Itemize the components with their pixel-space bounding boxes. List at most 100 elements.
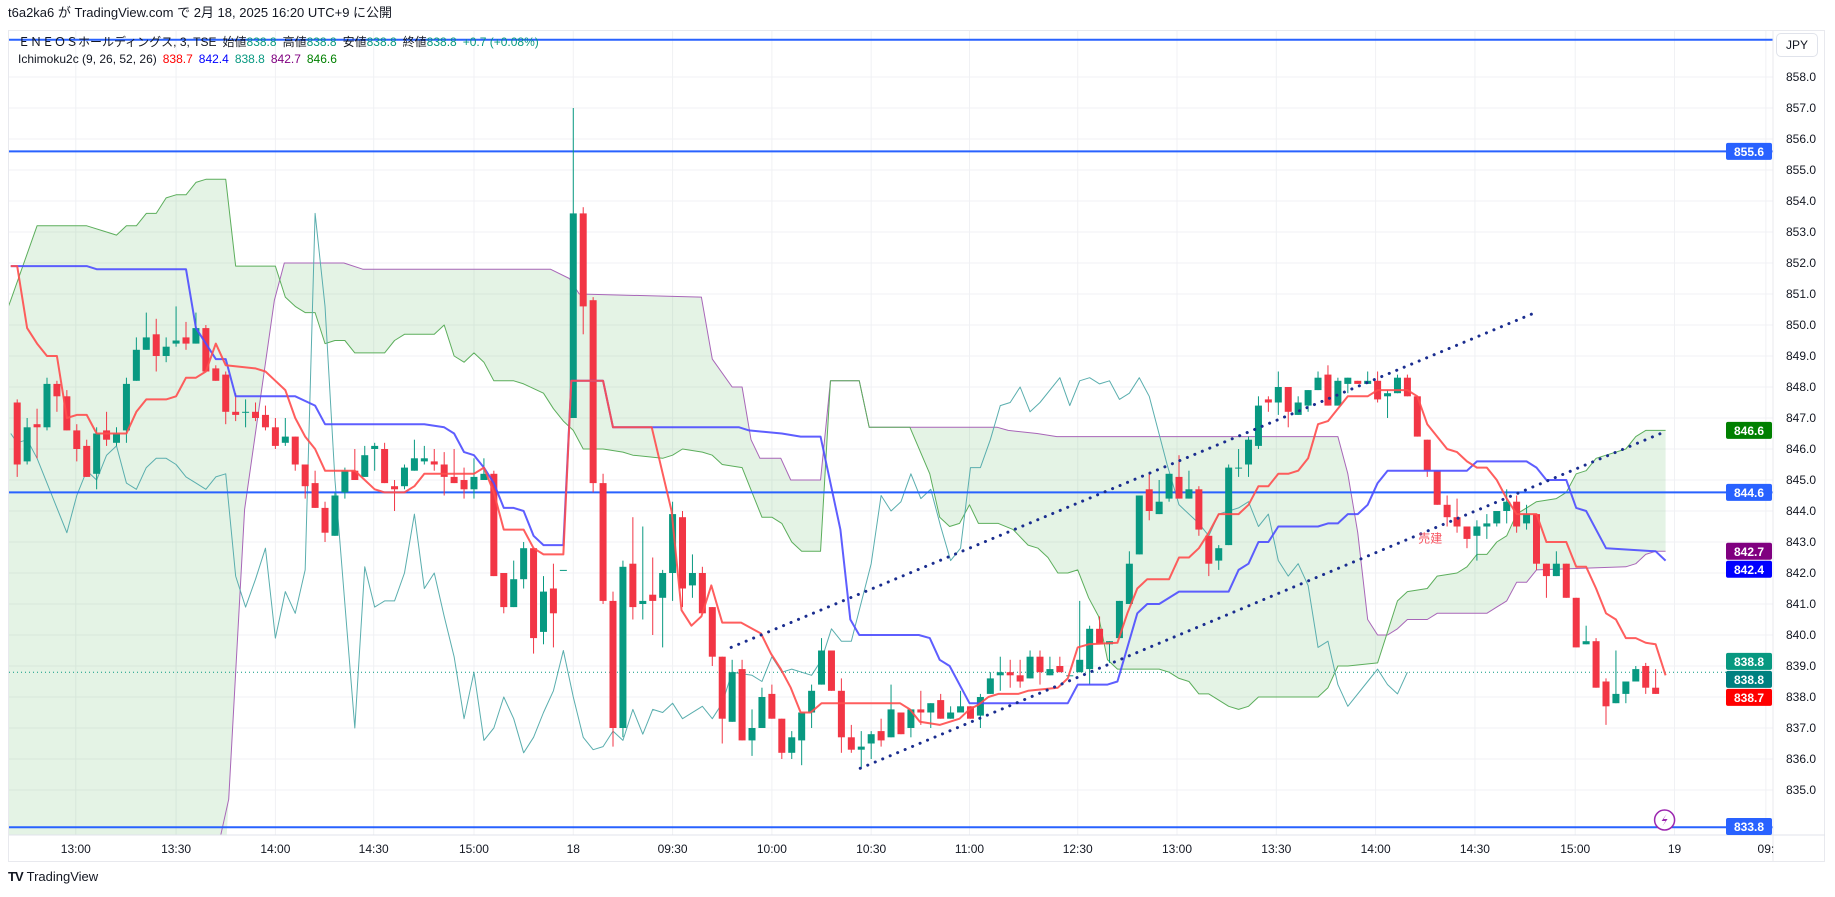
candle[interactable]	[222, 371, 230, 425]
candle[interactable]	[252, 402, 260, 422]
candle[interactable]	[1235, 449, 1243, 477]
candle[interactable]	[1165, 473, 1173, 502]
candle[interactable]	[1523, 504, 1531, 530]
indicator-legend[interactable]: Ichimoku2c (9, 26, 52, 26) 838.7 842.4 8…	[18, 51, 539, 68]
candle[interactable]	[1453, 498, 1461, 533]
candle[interactable]	[1115, 600, 1123, 639]
candle[interactable]	[599, 473, 607, 604]
candle[interactable]	[639, 526, 647, 620]
candle[interactable]	[847, 724, 855, 753]
candle[interactable]	[470, 458, 478, 499]
candle[interactable]	[887, 684, 895, 738]
candle[interactable]	[1185, 470, 1193, 499]
candle[interactable]	[23, 418, 31, 465]
candle[interactable]	[827, 650, 835, 691]
candle[interactable]	[142, 312, 150, 350]
candle[interactable]	[539, 576, 547, 645]
candle[interactable]	[1433, 470, 1441, 505]
candle[interactable]	[1125, 551, 1133, 604]
candle[interactable]	[1195, 486, 1203, 536]
candle[interactable]	[1245, 436, 1253, 477]
candle[interactable]	[450, 449, 458, 484]
candle[interactable]	[728, 659, 736, 722]
currency-button[interactable]: JPY	[1776, 33, 1818, 57]
candle[interactable]	[1324, 365, 1332, 406]
candle[interactable]	[837, 678, 845, 753]
candle[interactable]	[93, 427, 101, 490]
plot-area[interactable]	[7, 38, 1773, 835]
candle[interactable]	[748, 709, 756, 756]
candle[interactable]	[778, 718, 786, 759]
candle[interactable]	[351, 449, 359, 480]
candle[interactable]	[1413, 396, 1421, 437]
candle[interactable]	[609, 591, 617, 747]
candle[interactable]	[1155, 480, 1163, 515]
candle[interactable]	[1552, 551, 1560, 577]
candle[interactable]	[857, 731, 865, 769]
candle[interactable]	[1354, 380, 1362, 384]
candle[interactable]	[1026, 650, 1034, 679]
candle[interactable]	[271, 418, 279, 449]
candle[interactable]	[510, 560, 518, 608]
candle[interactable]	[321, 501, 329, 542]
candle[interactable]	[261, 405, 269, 431]
candle[interactable]	[937, 693, 945, 719]
candle[interactable]	[1473, 520, 1481, 561]
candle[interactable]	[1622, 681, 1630, 704]
candle[interactable]	[430, 449, 438, 471]
event-marker[interactable]	[1653, 809, 1676, 831]
candle[interactable]	[132, 337, 140, 381]
candle[interactable]	[818, 638, 826, 685]
candle[interactable]	[1463, 526, 1471, 549]
candle[interactable]	[569, 108, 577, 418]
candle[interactable]	[1006, 659, 1014, 688]
candle[interactable]	[1562, 563, 1570, 598]
candle[interactable]	[113, 427, 120, 446]
candle[interactable]	[1225, 464, 1233, 546]
candle[interactable]	[172, 306, 180, 347]
candle[interactable]	[1443, 495, 1451, 527]
candle[interactable]	[33, 408, 41, 459]
candle[interactable]	[649, 557, 657, 636]
candle[interactable]	[1384, 390, 1392, 418]
candle[interactable]	[301, 464, 309, 499]
candle[interactable]	[1532, 514, 1540, 570]
candle[interactable]	[53, 380, 61, 412]
candle[interactable]	[619, 560, 627, 738]
candle[interactable]	[311, 470, 319, 508]
candle[interactable]	[182, 321, 190, 350]
candle[interactable]	[410, 439, 418, 471]
candle[interactable]	[1066, 675, 1074, 677]
candle[interactable]	[738, 659, 746, 741]
candle[interactable]	[897, 712, 905, 735]
candle[interactable]	[947, 706, 955, 719]
candle[interactable]	[202, 325, 210, 372]
candle[interactable]	[1582, 625, 1590, 645]
candle[interactable]	[1215, 545, 1223, 570]
candle[interactable]	[708, 607, 716, 666]
candle[interactable]	[162, 337, 170, 363]
candle[interactable]	[798, 712, 806, 766]
candle[interactable]	[579, 207, 587, 335]
candle[interactable]	[381, 442, 389, 484]
candle[interactable]	[1334, 377, 1342, 406]
candle[interactable]	[768, 684, 776, 719]
candle[interactable]	[291, 436, 299, 471]
candle[interactable]	[549, 563, 557, 648]
candle[interactable]	[877, 718, 885, 747]
candle[interactable]	[976, 693, 984, 728]
candle[interactable]	[341, 467, 349, 499]
candle[interactable]	[758, 687, 766, 728]
candle[interactable]	[212, 365, 220, 381]
candle[interactable]	[1483, 514, 1491, 539]
candle[interactable]	[1344, 377, 1352, 394]
candle[interactable]	[1632, 666, 1640, 682]
candle[interactable]	[1056, 656, 1064, 673]
candle[interactable]	[1652, 669, 1660, 694]
candle[interactable]	[232, 393, 240, 422]
candle[interactable]	[152, 318, 160, 372]
candle[interactable]	[1175, 455, 1183, 499]
candle[interactable]	[1284, 387, 1292, 428]
candle[interactable]	[242, 399, 250, 428]
